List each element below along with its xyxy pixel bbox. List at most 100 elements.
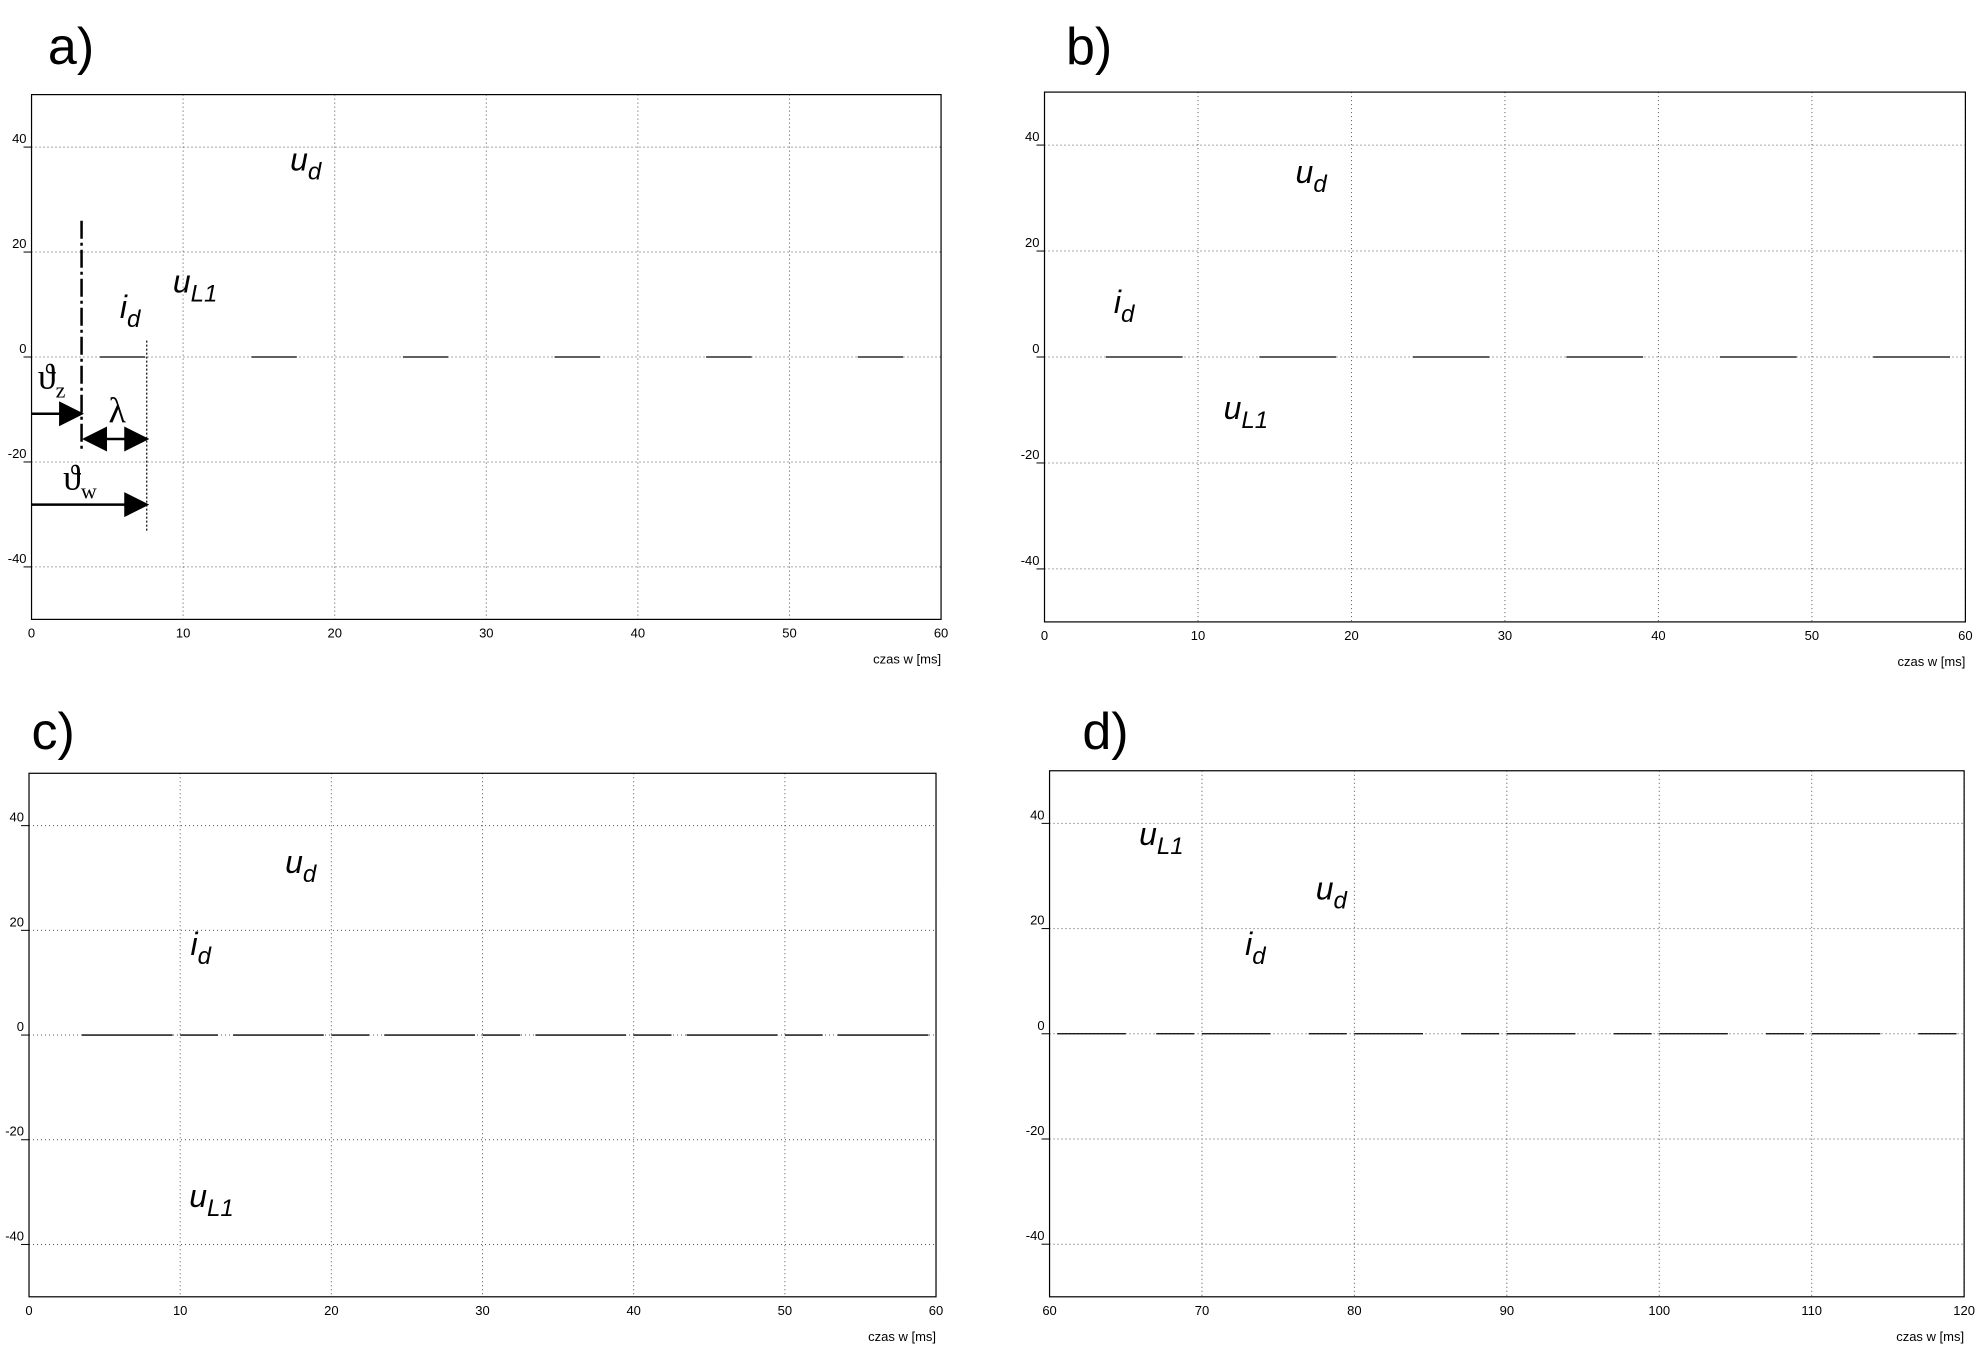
x-tick-label: 50 [782,625,796,640]
annotation-symbol: u [290,141,308,177]
x-tick-label: 20 [324,1303,338,1318]
y-tick-label: 40 [1030,807,1044,822]
x-tick-label: 0 [1041,628,1048,643]
annotation-subscript: d [1334,887,1348,914]
y-tick-label: 20 [10,914,24,929]
annotation-subscript: d [308,158,322,185]
x-tick-label: 40 [626,1303,640,1318]
annotation-symbol: u [1296,154,1314,190]
annotation: λ [108,391,126,431]
annotation-symbol: i [120,289,128,325]
x-tick-label: 40 [631,625,645,640]
annotation: uL1 [173,264,218,308]
y-tick-label: 20 [12,236,26,251]
annotation-symbol: u [1139,816,1157,852]
x-tick-label: 60 [1042,1303,1056,1318]
x-tick-label: 10 [176,625,190,640]
x-tick-label: 30 [475,1303,489,1318]
x-tick-label: 20 [327,625,341,640]
plot-frame [30,94,942,620]
annotation-subscript: L1 [207,1195,234,1222]
x-tick-label: 70 [1195,1303,1209,1318]
x-tick-label: 90 [1500,1303,1514,1318]
annotation-subscript: d [303,861,317,888]
annotation-subscript: L1 [191,281,218,308]
annotation: ϑw [63,457,97,503]
y-tick-label: -20 [8,446,27,461]
x-tick-label: 60 [929,1303,943,1318]
x-axis-label: czas w [ms] [868,1329,936,1344]
annotation-symbol: u [173,264,191,300]
annotation-symbol: i [1114,284,1122,320]
annotation-subscript: d [1313,171,1327,198]
plot-frame [28,772,937,1298]
annotation-subscript: d [127,306,141,333]
annotation-symbol: λ [108,391,126,431]
x-tick-label: 10 [173,1303,187,1318]
annotation-symbol: i [190,926,198,962]
annotation: id [120,289,141,333]
x-tick-label: 60 [1958,628,1972,643]
x-axis-label: czas w [ms] [873,651,941,666]
x-tick-label: 0 [25,1303,32,1318]
annotation: uL1 [1224,390,1269,434]
y-tick-label: 40 [10,810,24,825]
x-tick-label: 10 [1191,628,1205,643]
y-tick-label: 40 [1025,129,1039,144]
annotation: ud [290,141,322,185]
x-tick-label: 0 [28,625,35,640]
annotation-symbol: u [189,1178,207,1214]
annotation: ϑz [38,357,66,403]
y-tick-label: 0 [1032,341,1039,356]
annotation: ud [285,844,317,888]
annotation-symbol: u [285,844,303,880]
plot-frame [1043,91,1966,623]
y-tick-label: 0 [1037,1018,1044,1033]
y-tick-label: 40 [12,131,26,146]
panel-title: c) [32,703,75,761]
annotation: id [1114,284,1135,328]
annotation-symbol: u [1316,870,1334,906]
annotation-subscript: d [1121,301,1135,328]
annotation: ud [1316,870,1348,914]
annotation: id [190,926,211,970]
y-tick-label: -40 [1021,553,1040,568]
panel-title: a) [48,18,94,76]
x-tick-label: 100 [1648,1303,1670,1318]
annotation-subscript: d [1252,943,1266,970]
y-tick-label: 0 [17,1019,24,1034]
x-tick-label: 50 [1805,628,1819,643]
panel-title: b) [1066,18,1112,76]
annotation: uL1 [1139,816,1184,860]
x-tick-label: 40 [1651,628,1665,643]
y-tick-label: -40 [8,551,27,566]
annotation: id [1245,926,1266,970]
x-tick-label: 80 [1347,1303,1361,1318]
x-tick-label: 20 [1344,628,1358,643]
x-tick-label: 60 [934,625,948,640]
annotation-subscript: d [198,943,212,970]
y-tick-label: -40 [1026,1228,1045,1243]
x-tick-label: 120 [1953,1303,1975,1318]
x-axis-label: czas w [ms] [1897,654,1965,669]
panel-title: d) [1082,703,1128,761]
annotation-subscript: w [81,478,97,503]
x-tick-label: 50 [778,1303,792,1318]
x-tick-label: 110 [1801,1303,1822,1318]
y-tick-label: -20 [1026,1123,1045,1138]
y-tick-label: -20 [5,1124,24,1139]
x-tick-label: 30 [479,625,493,640]
annotation-subscript: L1 [1241,407,1268,434]
annotation-subscript: z [56,378,66,403]
annotation-symbol: i [1245,926,1253,962]
y-tick-label: -20 [1021,447,1040,462]
annotation-subscript: L1 [1157,833,1184,860]
x-axis-label: czas w [ms] [1896,1329,1964,1344]
y-tick-label: 0 [19,341,26,356]
annotation-symbol: ϑ [63,457,81,497]
y-tick-label: 20 [1030,913,1044,928]
annotation-symbol: ϑ [38,357,56,397]
annotation: uL1 [189,1178,234,1222]
x-tick-label: 30 [1498,628,1512,643]
plot-frame [1048,770,1965,1298]
